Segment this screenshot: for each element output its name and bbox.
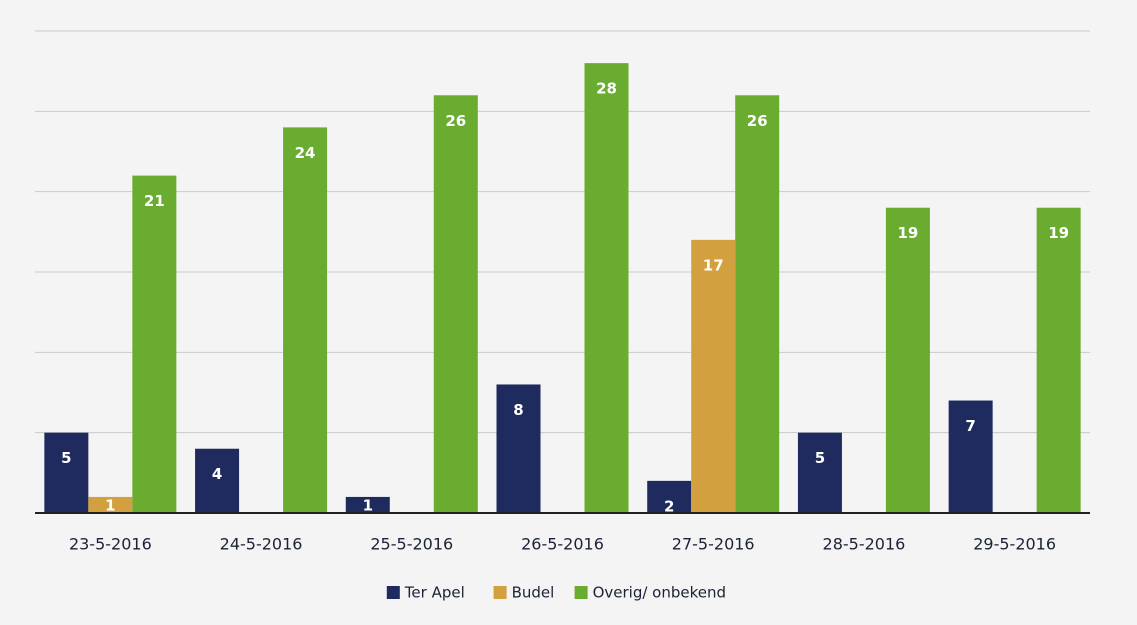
value-label: 1: [105, 496, 115, 514]
legend-swatch: [493, 586, 507, 599]
legend-label: Overig/ onbekend: [593, 584, 726, 602]
x-tick-label: 23-5-2016: [69, 535, 152, 554]
bar: [584, 63, 629, 514]
value-label: 19: [1048, 224, 1069, 242]
bar: [797, 432, 842, 513]
x-tick-label: 26-5-2016: [521, 535, 604, 554]
bar: [132, 175, 177, 513]
value-label: 17: [703, 256, 724, 274]
bar: [647, 480, 692, 513]
bar: [88, 496, 133, 513]
value-label: 8: [513, 401, 523, 419]
value-label: 19: [897, 224, 918, 242]
x-tick-label: 25-5-2016: [370, 535, 453, 554]
bar: [735, 95, 780, 514]
legend-label: Ter Apel: [404, 584, 465, 602]
x-tick-label: 24-5-2016: [220, 535, 303, 554]
bar: [345, 496, 390, 513]
value-label: 7: [965, 417, 975, 435]
bar: [691, 239, 736, 513]
value-label: 5: [815, 449, 825, 467]
bar: [885, 207, 930, 513]
bar: [1036, 207, 1081, 513]
value-label: 5: [61, 449, 71, 467]
x-tick-label: 28-5-2016: [823, 535, 906, 554]
bar: [948, 400, 993, 513]
x-tick-label: 29-5-2016: [973, 535, 1056, 554]
bar: [283, 127, 328, 514]
legend-swatch: [574, 586, 588, 599]
value-label: 28: [596, 80, 617, 98]
bar: [433, 95, 478, 514]
value-label: 24: [295, 144, 316, 162]
value-label: 26: [445, 112, 466, 130]
x-tick-label: 27-5-2016: [672, 535, 755, 554]
bar: [44, 432, 89, 513]
legend-swatch: [386, 586, 400, 599]
value-label: 1: [363, 496, 373, 514]
bar: [496, 384, 541, 513]
bar: [195, 448, 240, 513]
value-label: 21: [144, 192, 165, 210]
value-label: 4: [212, 465, 222, 483]
value-label: 26: [747, 112, 768, 130]
value-label: 2: [664, 497, 674, 515]
legend-label: Budel: [512, 584, 555, 602]
